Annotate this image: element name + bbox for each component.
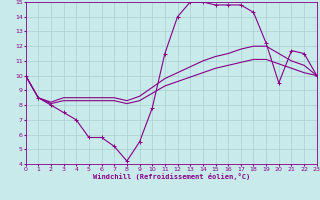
X-axis label: Windchill (Refroidissement éolien,°C): Windchill (Refroidissement éolien,°C)	[92, 173, 250, 180]
